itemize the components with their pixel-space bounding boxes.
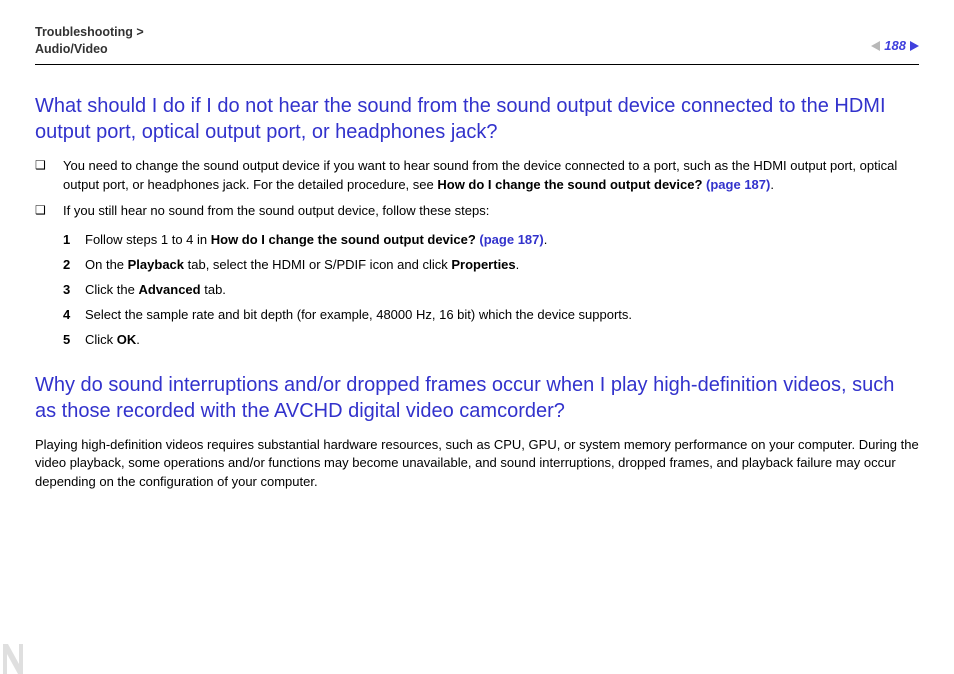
bullet-item: ❑ If you still hear no sound from the so… bbox=[35, 202, 919, 221]
text: tab. bbox=[201, 282, 226, 297]
step-item: 1 Follow steps 1 to 4 in How do I change… bbox=[63, 231, 919, 250]
step-item: 3 Click the Advanced tab. bbox=[63, 281, 919, 300]
bullet-list: ❑ You need to change the sound output de… bbox=[35, 157, 919, 222]
bold-text: Playback bbox=[128, 257, 184, 272]
step-number: 2 bbox=[63, 256, 85, 275]
bold-text: Advanced bbox=[138, 282, 200, 297]
bold-text: How do I change the sound output device? bbox=[211, 232, 476, 247]
step-text: Select the sample rate and bit depth (fo… bbox=[85, 306, 919, 325]
bold-text: How do I change the sound output device? bbox=[437, 177, 702, 192]
page-link[interactable]: (page 187) bbox=[702, 177, 770, 192]
prev-page-icon[interactable] bbox=[871, 41, 880, 51]
text: On the bbox=[85, 257, 128, 272]
steps-list: 1 Follow steps 1 to 4 in How do I change… bbox=[63, 231, 919, 349]
page-header: Troubleshooting > Audio/Video 188 bbox=[35, 24, 919, 65]
breadcrumb-line1: Troubleshooting > bbox=[35, 25, 144, 39]
step-item: 5 Click OK. bbox=[63, 331, 919, 350]
bold-text: Properties bbox=[451, 257, 515, 272]
section2: Why do sound interruptions and/or droppe… bbox=[35, 372, 919, 493]
section2-paragraph: Playing high-definition videos requires … bbox=[35, 436, 919, 493]
next-page-icon[interactable] bbox=[910, 41, 919, 51]
text: tab, select the HDMI or S/PDIF icon and … bbox=[184, 257, 451, 272]
step-text: Follow steps 1 to 4 in How do I change t… bbox=[85, 231, 919, 250]
watermark-icon bbox=[0, 644, 26, 674]
step-item: 2 On the Playback tab, select the HDMI o… bbox=[63, 256, 919, 275]
step-text: Click OK. bbox=[85, 331, 919, 350]
text: . bbox=[544, 232, 548, 247]
breadcrumb: Troubleshooting > Audio/Video bbox=[35, 24, 144, 58]
step-text: On the Playback tab, select the HDMI or … bbox=[85, 256, 919, 275]
page-number: 188 bbox=[884, 38, 906, 53]
text: . bbox=[770, 177, 774, 192]
breadcrumb-line2: Audio/Video bbox=[35, 42, 108, 56]
pager: 188 bbox=[871, 24, 919, 53]
text: Click bbox=[85, 332, 117, 347]
step-number: 5 bbox=[63, 331, 85, 350]
bullet-text: If you still hear no sound from the soun… bbox=[63, 202, 919, 221]
text: . bbox=[516, 257, 520, 272]
bullet-item: ❑ You need to change the sound output de… bbox=[35, 157, 919, 195]
page-link[interactable]: (page 187) bbox=[476, 232, 544, 247]
section2-heading: Why do sound interruptions and/or droppe… bbox=[35, 372, 919, 424]
section1-heading: What should I do if I do not hear the so… bbox=[35, 93, 919, 145]
bullet-icon: ❑ bbox=[35, 157, 63, 174]
step-number: 4 bbox=[63, 306, 85, 325]
step-number: 1 bbox=[63, 231, 85, 250]
bullet-text: You need to change the sound output devi… bbox=[63, 157, 919, 195]
step-number: 3 bbox=[63, 281, 85, 300]
text: Follow steps 1 to 4 in bbox=[85, 232, 211, 247]
step-item: 4 Select the sample rate and bit depth (… bbox=[63, 306, 919, 325]
bullet-icon: ❑ bbox=[35, 202, 63, 219]
text: Click the bbox=[85, 282, 138, 297]
text: . bbox=[136, 332, 140, 347]
bold-text: OK bbox=[117, 332, 137, 347]
step-text: Click the Advanced tab. bbox=[85, 281, 919, 300]
